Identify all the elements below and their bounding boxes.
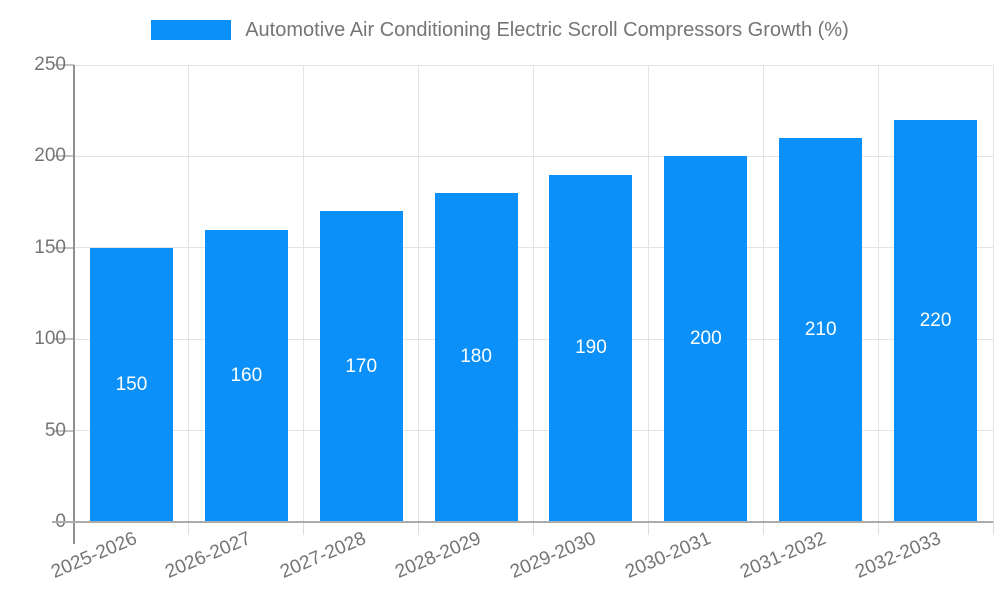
y-axis-tick-label: 150 bbox=[34, 236, 66, 258]
x-axis-tick bbox=[533, 522, 534, 535]
y-axis-tick-label: 250 bbox=[34, 54, 66, 75]
gridline-vertical bbox=[303, 65, 305, 522]
legend[interactable]: Automotive Air Conditioning Electric Scr… bbox=[0, 16, 1000, 44]
x-axis-tick bbox=[762, 522, 764, 535]
x-axis-tick bbox=[303, 522, 305, 535]
bar[interactable] bbox=[894, 119, 978, 521]
x-axis-tick-label: 2027-2028 bbox=[277, 528, 370, 583]
x-axis-tick bbox=[418, 522, 420, 535]
bar[interactable] bbox=[204, 229, 288, 521]
y-axis-tick bbox=[54, 429, 74, 432]
x-axis-tick bbox=[647, 522, 649, 535]
x-axis-tick-label: 2030-2031 bbox=[622, 528, 715, 583]
bar[interactable] bbox=[319, 211, 403, 521]
y-axis-tick bbox=[54, 155, 74, 158]
gridline-horizontal bbox=[74, 430, 993, 432]
x-axis-tick-label: 2032-2033 bbox=[851, 528, 944, 583]
gridline-vertical bbox=[533, 65, 534, 522]
gridline-vertical bbox=[647, 65, 649, 522]
x-axis-tick-label: 2026-2027 bbox=[162, 528, 255, 583]
y-axis-tick bbox=[54, 338, 74, 341]
bar[interactable] bbox=[434, 192, 518, 521]
bar[interactable] bbox=[779, 138, 863, 521]
gridline-vertical bbox=[188, 65, 190, 522]
gridline-horizontal bbox=[74, 155, 993, 157]
x-axis-line bbox=[52, 521, 993, 523]
gridline-horizontal bbox=[74, 64, 993, 66]
x-axis-tick-label: 2028-2029 bbox=[392, 528, 485, 583]
gridline-vertical bbox=[762, 65, 764, 522]
x-axis-tick bbox=[877, 522, 879, 535]
x-axis-tick-label: 2025-2026 bbox=[47, 528, 140, 583]
y-axis-tick-label: 100 bbox=[34, 328, 66, 350]
y-axis-tick bbox=[54, 64, 74, 66]
legend-swatch-icon[interactable] bbox=[151, 20, 232, 40]
legend-label[interactable]: Automotive Air Conditioning Electric Scr… bbox=[245, 18, 849, 41]
y-axis-tick-label: 200 bbox=[34, 145, 66, 167]
gridline-vertical bbox=[418, 65, 420, 522]
x-axis-tick-label: 2029-2030 bbox=[507, 528, 600, 583]
y-axis-tick-label: 50 bbox=[44, 419, 66, 441]
y-axis-line bbox=[73, 65, 75, 544]
bar[interactable] bbox=[89, 247, 173, 521]
gridline-horizontal bbox=[74, 338, 993, 340]
x-axis-tick bbox=[188, 522, 190, 535]
gridline-vertical bbox=[877, 65, 879, 522]
gridline-horizontal bbox=[74, 247, 993, 249]
y-axis-tick bbox=[54, 246, 74, 249]
gridline-vertical bbox=[992, 65, 994, 522]
x-axis-tick bbox=[992, 522, 994, 535]
x-axis-tick-label: 2031-2032 bbox=[737, 528, 829, 583]
bar[interactable] bbox=[664, 156, 748, 521]
bar[interactable] bbox=[549, 174, 633, 521]
